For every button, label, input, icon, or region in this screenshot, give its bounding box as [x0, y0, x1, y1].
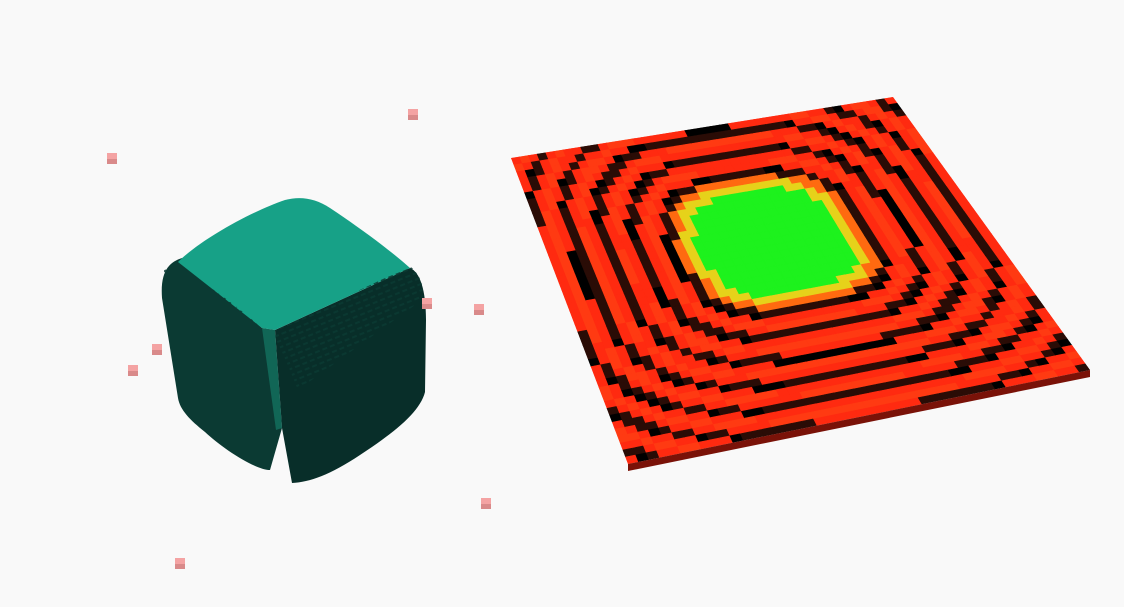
cube-right-step-band [272, 266, 423, 390]
marker-cube [474, 304, 484, 310]
marker-cube-side [107, 159, 117, 164]
marker-cube [408, 109, 418, 115]
marker-cube-side [481, 504, 491, 509]
marker-cube [107, 153, 117, 159]
cube-left-step-band [164, 267, 272, 345]
heightmap-cell [1074, 363, 1090, 373]
marker-group [107, 109, 491, 569]
plane-edge-right [628, 370, 1090, 471]
marker-cube-side [175, 564, 185, 569]
marker-cube-side [128, 371, 138, 376]
cube-mid-ridge [262, 328, 282, 430]
marker-cube-side [408, 115, 418, 120]
marker-cube [128, 365, 138, 371]
marker-cube [481, 498, 491, 504]
voxel-cube [161, 198, 426, 483]
marker-cube-side [422, 304, 432, 309]
marker-cube [422, 298, 432, 304]
marker-cube [175, 558, 185, 564]
cube-top-face [178, 198, 410, 330]
marker-cube [152, 344, 162, 350]
marker-cube-side [474, 310, 484, 315]
heightmap-plane [511, 97, 1090, 471]
marker-cube-side [152, 350, 162, 355]
